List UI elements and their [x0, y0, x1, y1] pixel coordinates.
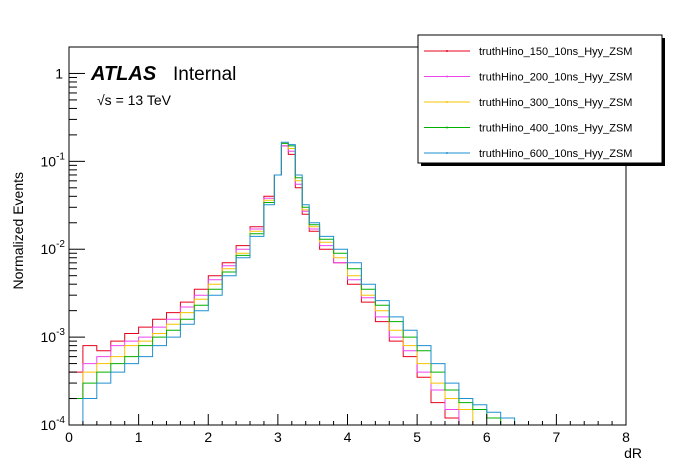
y-tick-label: 10-1: [41, 151, 66, 169]
x-tick-label: 5: [413, 429, 421, 445]
x-tick-label: 4: [344, 429, 352, 445]
legend-entry-label: truthHino_600_10ns_Hyy_ZSM: [479, 148, 632, 160]
legend-entries: truthHino_150_10ns_Hyy_ZSM truthHino_200_…: [424, 46, 632, 160]
energy-label: √s = 13 TeV: [97, 92, 172, 108]
x-tick-label: 1: [135, 429, 143, 445]
legend-marker: [446, 50, 448, 52]
x-axis-label: dR: [624, 445, 642, 461]
legend-box: [417, 34, 663, 164]
y-axis-label: Normalized Events: [10, 172, 26, 290]
legend-entry-label: truthHino_200_10ns_Hyy_ZSM: [479, 72, 632, 84]
legend-marker: [446, 101, 448, 103]
series-line-5: [69, 141, 626, 426]
axis-layer: 0 1 2 3 4 5 6 7 8 1 10-1 10-2 10-3 10-4: [41, 46, 630, 445]
y-tick-label: 1: [55, 65, 63, 81]
legend-entry-label: truthHino_300_10ns_Hyy_ZSM: [479, 97, 632, 109]
x-tick-label: 0: [65, 429, 73, 445]
x-tick-label: 2: [204, 429, 212, 445]
x-tick-label: 3: [274, 429, 282, 445]
legend-marker: [446, 75, 448, 78]
atlas-status-label: Internal: [173, 64, 236, 85]
legend-entry-label: truthHino_150_10ns_Hyy_ZSM: [479, 46, 632, 58]
atlas-label: ATLAS: [90, 63, 157, 85]
legend-marker: [446, 152, 448, 154]
y-tick-label: 10-3: [41, 327, 66, 345]
legend: truthHino_150_10ns_Hyy_ZSM truthHino_200_…: [417, 34, 665, 166]
y-tick-label: 10-4: [41, 415, 66, 433]
x-tick-label: 7: [552, 429, 560, 445]
x-tick-label: 6: [483, 429, 491, 445]
legend-marker: [446, 126, 448, 129]
series-line-4: [69, 142, 626, 426]
y-tick-label: 10-2: [41, 239, 66, 257]
x-tick-label: 8: [622, 429, 630, 445]
legend-entry-label: truthHino_400_10ns_Hyy_ZSM: [479, 123, 632, 135]
